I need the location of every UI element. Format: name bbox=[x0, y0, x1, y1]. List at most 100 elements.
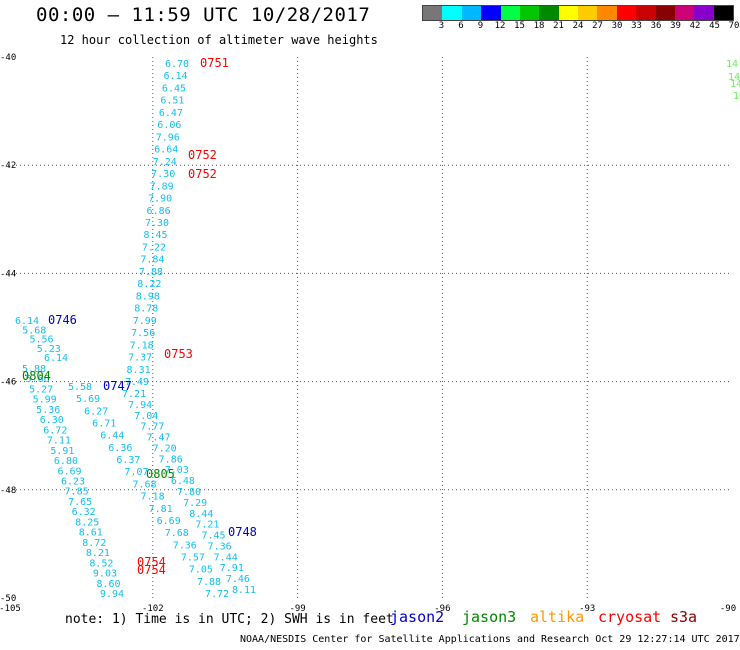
wave-height-value: 6.80 bbox=[54, 456, 78, 467]
wave-height-value: 8.61 bbox=[79, 528, 103, 539]
wave-height-value: 7.21 bbox=[122, 389, 146, 400]
wave-height-value: 7.68 bbox=[165, 528, 189, 539]
wave-height-value: 6.14 bbox=[15, 316, 39, 327]
wave-height-value: 7.36 bbox=[173, 540, 197, 551]
wave-height-value: 6.72 bbox=[43, 425, 67, 436]
time-marker-cryosat: 0752 bbox=[188, 148, 217, 162]
wave-height-value: 5.66 bbox=[26, 374, 50, 385]
wave-height-value: 5.68 bbox=[22, 325, 46, 336]
wave-height-value: 7.65 bbox=[68, 497, 92, 508]
time-marker-jason2: 0748 bbox=[228, 525, 257, 539]
wave-height-value: 7.88 bbox=[139, 267, 163, 278]
legend-swatch bbox=[500, 6, 520, 20]
wave-height-value: 5.69 bbox=[76, 394, 100, 405]
wave-height-value: 8.72 bbox=[82, 538, 106, 549]
wave-height-value: 7.07 bbox=[124, 467, 148, 478]
wave-height-value: 6.32 bbox=[72, 507, 96, 518]
legend-label: 12 bbox=[494, 21, 506, 31]
lat-tick-label: -50 bbox=[0, 594, 16, 604]
satellite-jason2: jason2 bbox=[390, 608, 445, 626]
wave-height-value: 6.44 bbox=[100, 431, 124, 442]
wave-height-value: 5.88 bbox=[22, 364, 46, 375]
wave-height-value: 5.23 bbox=[37, 344, 61, 355]
wave-height-value: 7.90 bbox=[148, 194, 172, 205]
wave-height-value: 7.30 bbox=[145, 218, 169, 229]
wave-height-value-edge: 14 bbox=[728, 72, 740, 83]
legend-swatch bbox=[481, 6, 501, 20]
legend-label: 45 bbox=[709, 21, 720, 31]
time-marker-cryosat: 0751 bbox=[200, 56, 229, 70]
wave-height-value: 5.58 bbox=[68, 382, 92, 393]
time-marker-jason3: 0804 bbox=[22, 369, 51, 383]
wave-height-value: 8.45 bbox=[143, 230, 167, 241]
wave-height-value: 7.22 bbox=[142, 242, 166, 253]
time-marker-cryosat: 0753 bbox=[164, 347, 193, 361]
wave-height-value: 7.29 bbox=[183, 498, 207, 509]
wave-height-value: 7.47 bbox=[146, 433, 170, 444]
page-title: 00:00 – 11:59 UTC 10/28/2017 bbox=[36, 4, 371, 26]
wave-height-value: 6.06 bbox=[157, 120, 181, 131]
page-subtitle: 12 hour collection of altimeter wave hei… bbox=[60, 33, 378, 47]
wave-height-value: 7.05 bbox=[189, 565, 213, 576]
lon-tick-label: -93 bbox=[579, 604, 595, 614]
wave-height-value: 6.23 bbox=[61, 477, 85, 488]
legend-label: 21 bbox=[553, 21, 564, 31]
legend-label: 15 bbox=[514, 21, 525, 31]
legend-label: 6 bbox=[458, 21, 464, 31]
wave-height-value: 6.70 bbox=[165, 59, 189, 70]
wave-height-value: 8.44 bbox=[189, 509, 213, 520]
wave-height-value: 5.99 bbox=[33, 395, 57, 406]
wave-height-value: 8.98 bbox=[136, 291, 160, 302]
lat-tick-label: -48 bbox=[0, 486, 16, 496]
legend-swatch bbox=[655, 6, 675, 20]
wave-height-value: 7.56 bbox=[131, 328, 155, 339]
wave-height-value: 7.30 bbox=[151, 169, 175, 180]
plot-frame bbox=[7, 56, 733, 599]
legend-swatch bbox=[636, 6, 656, 20]
wave-height-value: 7.84 bbox=[140, 255, 164, 266]
legend-swatch bbox=[423, 6, 443, 20]
wave-height-value: 7.91 bbox=[220, 563, 244, 574]
wave-height-value: 6.14 bbox=[44, 353, 68, 364]
wave-height-value: 6.30 bbox=[40, 415, 64, 426]
legend-label: 33 bbox=[631, 21, 642, 31]
legend-swatch bbox=[539, 6, 559, 20]
legend-label: 70 bbox=[728, 21, 740, 31]
wave-height-value: 7.44 bbox=[214, 552, 238, 563]
wave-height-value: 6.14 bbox=[163, 71, 187, 82]
color-legend bbox=[422, 5, 734, 21]
wave-height-value: 5.36 bbox=[36, 405, 60, 416]
wave-height-value: 7.99 bbox=[133, 316, 157, 327]
wave-height-value: 7.36 bbox=[208, 541, 232, 552]
wave-height-value: 8.52 bbox=[89, 558, 113, 569]
wave-height-value: 5.91 bbox=[50, 446, 74, 457]
legend-swatch bbox=[616, 6, 637, 20]
legend-swatch bbox=[597, 6, 617, 20]
wave-height-value: 7.68 bbox=[132, 479, 156, 490]
legend-swatch bbox=[694, 6, 714, 20]
lat-tick-label: -46 bbox=[0, 378, 16, 388]
legend-label: 36 bbox=[650, 21, 662, 31]
legend-label: 39 bbox=[670, 21, 681, 31]
wave-height-value: 8.21 bbox=[86, 548, 110, 559]
legend-swatch bbox=[713, 6, 733, 20]
time-marker-jason3: 0805 bbox=[146, 467, 175, 481]
wave-height-value-edge: 1. bbox=[733, 91, 740, 102]
legend-label: 42 bbox=[689, 21, 701, 31]
wave-height-value: 5.56 bbox=[30, 335, 54, 346]
footer-credit: NOAA/NESDIS Center for Satellite Applica… bbox=[240, 634, 740, 645]
wave-height-value: 6.45 bbox=[162, 83, 186, 94]
legend-swatch bbox=[442, 6, 462, 20]
lon-tick-label: -99 bbox=[289, 604, 305, 614]
wave-height-value: 7.96 bbox=[156, 132, 180, 143]
lat-tick-label: -44 bbox=[0, 269, 16, 279]
wave-height-value: 7.20 bbox=[153, 443, 177, 454]
time-marker-jason2: 0747 bbox=[103, 379, 132, 393]
wave-height-value: 7.80 bbox=[177, 487, 201, 498]
legend-label: 27 bbox=[592, 21, 603, 31]
wave-height-value: 7.86 bbox=[159, 454, 183, 465]
wave-height-value: 5.27 bbox=[29, 384, 53, 395]
time-marker-cryosat: 0754 bbox=[137, 555, 166, 569]
wave-height-value: 6.36 bbox=[108, 443, 132, 454]
